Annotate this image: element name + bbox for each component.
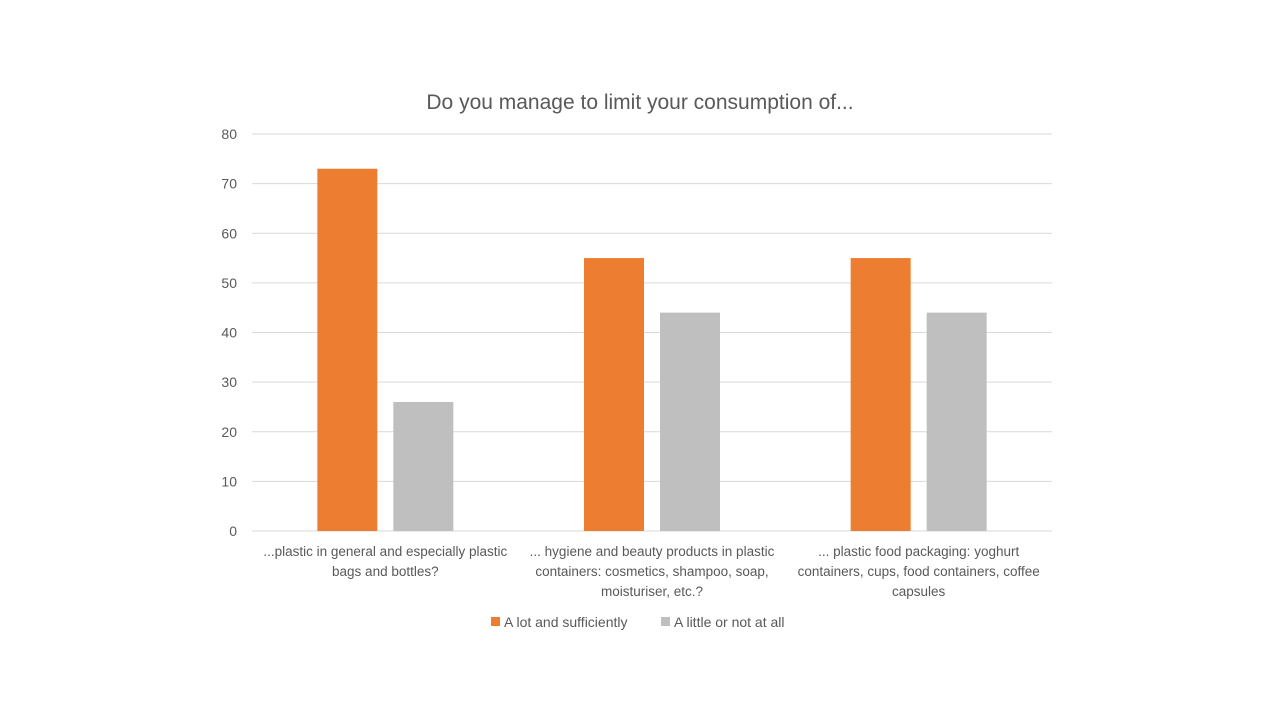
category-label: ... hygiene and beauty products in plast…: [530, 544, 775, 599]
y-tick-label: 20: [221, 424, 237, 440]
y-tick-label: 10: [221, 473, 237, 489]
y-tick-label: 70: [221, 176, 237, 192]
legend-label: A little or not at all: [674, 614, 785, 630]
y-tick-label: 40: [221, 325, 237, 341]
category-label-line: containers, cups, food containers, coffe…: [798, 564, 1040, 579]
y-tick-label: 0: [229, 523, 237, 539]
bar-a-little-3: [926, 312, 987, 531]
category-label-line: ... hygiene and beauty products in plast…: [530, 544, 775, 559]
bar-a-lot-3: [850, 258, 911, 531]
bars: [317, 168, 987, 532]
x-axis-labels: ...plastic in general and especially pla…: [263, 544, 1039, 599]
category-label-line: ... plastic food packaging: yoghurt: [818, 544, 1019, 559]
legend-label: A lot and sufficiently: [504, 614, 627, 630]
category-label-line: bags and bottles?: [332, 564, 439, 579]
bar-a-little-2: [660, 312, 720, 531]
category-label-line: ...plastic in general and especially pla…: [263, 544, 507, 559]
legend-swatch: [661, 617, 670, 626]
category-label-line: containers: cosmetics, shampoo, soap,: [535, 564, 768, 579]
category-label-line: moisturiser, etc.?: [601, 584, 703, 599]
y-tick-label: 30: [221, 374, 237, 390]
bar-a-little-1: [393, 401, 454, 531]
y-tick-label: 50: [221, 275, 237, 291]
bar-a-lot-1: [317, 168, 378, 532]
legend-swatch: [491, 617, 500, 626]
bar-a-lot-2: [584, 258, 644, 531]
chart-title: Do you manage to limit your consumption …: [426, 91, 853, 114]
legend: A lot and sufficiently A little or not at…: [491, 614, 785, 630]
y-tick-label: 60: [221, 225, 237, 241]
category-label: ...plastic in general and especially pla…: [263, 544, 507, 579]
y-axis-ticks: 0 10 20 30 40 50 60 70 80: [221, 126, 237, 539]
category-label: ... plastic food packaging: yoghurt conta…: [798, 544, 1040, 599]
y-tick-label: 80: [221, 126, 237, 142]
gridlines: [252, 133, 1052, 532]
category-label-line: capsules: [892, 584, 946, 599]
